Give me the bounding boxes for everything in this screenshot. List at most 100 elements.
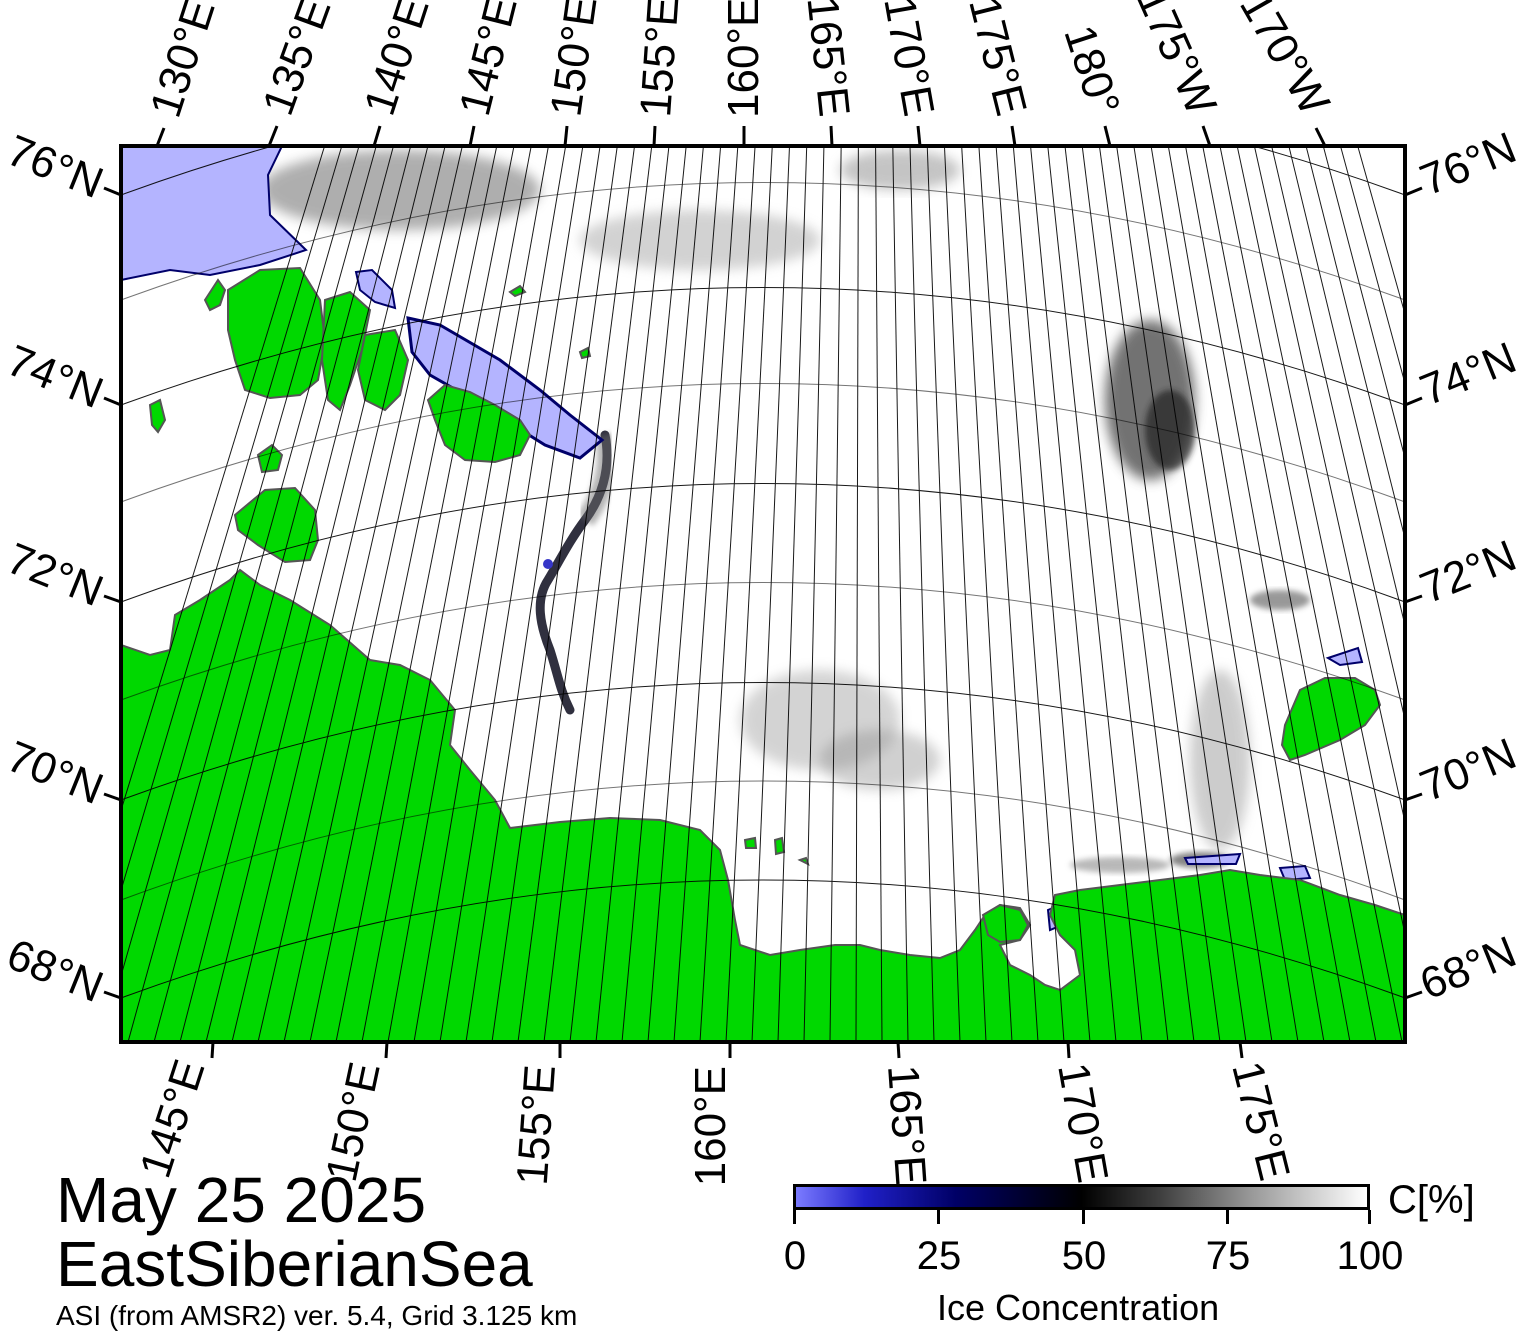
meridian-line [205,146,429,1042]
meridian-line [829,146,842,1042]
top-longitude-label: 135°E [253,0,340,121]
top-longitude-label: 140°E [355,0,439,121]
bottom-longitude-label: 155°E [508,1063,565,1186]
right-latitude-label: 68°N [1413,927,1523,1009]
colorbar-tick [1082,1210,1085,1224]
top-longitude-label: 150°E [541,0,606,119]
top-longitude-label: 170°W [1230,0,1339,123]
meridian-line [543,146,653,1042]
meridian-line [699,146,756,1042]
meridian-line [1339,146,1405,386]
colorbar-title: Ice Concentration [937,1287,1220,1328]
land-masses [121,266,1405,1042]
bottom-longitude-label: 165°E [878,1063,935,1186]
meridian-line [673,146,739,1042]
left-latitude-label: 68°N [0,930,110,1012]
top-longitude-label: 130°E [141,0,225,123]
bunge-land [356,328,410,412]
meridian-line [121,146,360,978]
meridian-line [231,146,446,1042]
meridian-line [491,146,618,1042]
meridian-line [647,146,722,1042]
data-source-note: ASI (from AMSR2) ver. 5.4, Grid 3.125 km [56,1300,578,1331]
meridian-line [257,146,463,1042]
meridian-line [751,146,790,1042]
meridian-line [1150,146,1299,1042]
meridian-line [1253,146,1405,825]
meridian-line [621,146,704,1042]
map-date-title: May 25 2025 [56,1164,427,1236]
colorbar [793,1184,1370,1210]
meridian-line [892,146,909,1042]
right-latitude-label: 72°N [1413,531,1523,613]
graticule [121,146,1405,1042]
meridian-line [465,146,601,1042]
meridian-line [803,146,825,1042]
meridian-line [361,146,532,1042]
belkovsky-island [203,278,227,312]
bottom-longitude-label: 170°E [1048,1059,1117,1186]
meridian-line [961,146,1013,1042]
meridian-line [875,146,883,1042]
right-latitude-labels: 76°N 74°N 72°N 70°N 68°N [1413,123,1523,1009]
top-longitude-label: 160°E [719,0,768,118]
left-latitude-label: 70°N [0,732,110,814]
meridian-line [943,146,987,1042]
meridian-line [1357,146,1405,316]
right-latitude-label: 76°N [1413,123,1523,205]
bottom-longitude-label: 160°E [686,1066,735,1186]
colorbar-tick [1368,1210,1371,1224]
meridian-line [309,146,498,1042]
top-longitude-label: 175°W [1127,0,1226,122]
meridian-line [127,146,377,1042]
meridian-line [1322,146,1405,460]
colorbar-tick [1226,1210,1229,1224]
meridian-line [978,146,1039,1042]
faddeyevsky-island [320,290,372,412]
left-latitude-labels: 76°N 74°N 72°N 70°N 68°N [0,126,110,1012]
meridian-line [909,146,935,1042]
ice-concentration-field [260,150,1310,873]
right-latitude-label: 74°N [1413,333,1523,415]
top-longitude-label: 165°E [797,0,858,119]
colorbar-tick [793,1210,796,1224]
meridian-line [995,146,1065,1042]
left-latitude-label: 72°N [0,534,110,616]
colorbar-tick-label: 0 [783,1234,807,1278]
colorbar-tick-label: 50 [1061,1234,1107,1278]
left-latitude-label: 76°N [0,126,110,208]
meridian-line [1202,146,1377,1042]
colorbar-tick [937,1210,940,1224]
map-frame [119,144,1407,1044]
meridian-line [1271,146,1405,722]
meridian-line [1133,146,1273,1042]
region-title: EastSiberianSea [56,1228,533,1300]
colorbar-tick-label: 75 [1205,1234,1251,1278]
meridian-line [153,146,394,1042]
meridian-line [1012,146,1091,1042]
low-concentration-ice [121,146,1364,932]
wrangel-island [1280,677,1382,762]
meridian-line [121,146,343,893]
top-longitude-label: 180° [1054,19,1129,121]
meridian-line [1288,146,1405,628]
meridian-line [926,146,961,1042]
colorbar-tick-label: 25 [916,1234,962,1278]
meridian-line [595,146,687,1042]
kotelny-island [227,266,327,400]
top-longitude-label: 155°E [631,0,688,119]
meridian-line [1116,146,1247,1042]
meridian-line [569,146,670,1042]
colorbar-tick-label: 100 [1336,1234,1404,1278]
right-latitude-label: 70°N [1413,729,1523,811]
meridian-line [777,146,808,1042]
meridian-line [283,146,481,1042]
meridian-line [335,146,515,1042]
meridian-line [517,146,636,1042]
top-longitude-label: 145°E [450,0,527,120]
mainland-siberia [121,568,1405,1042]
meridian-line [1064,146,1169,1042]
top-longitude-label: 170°E [874,0,943,120]
meridian-line [121,146,326,813]
